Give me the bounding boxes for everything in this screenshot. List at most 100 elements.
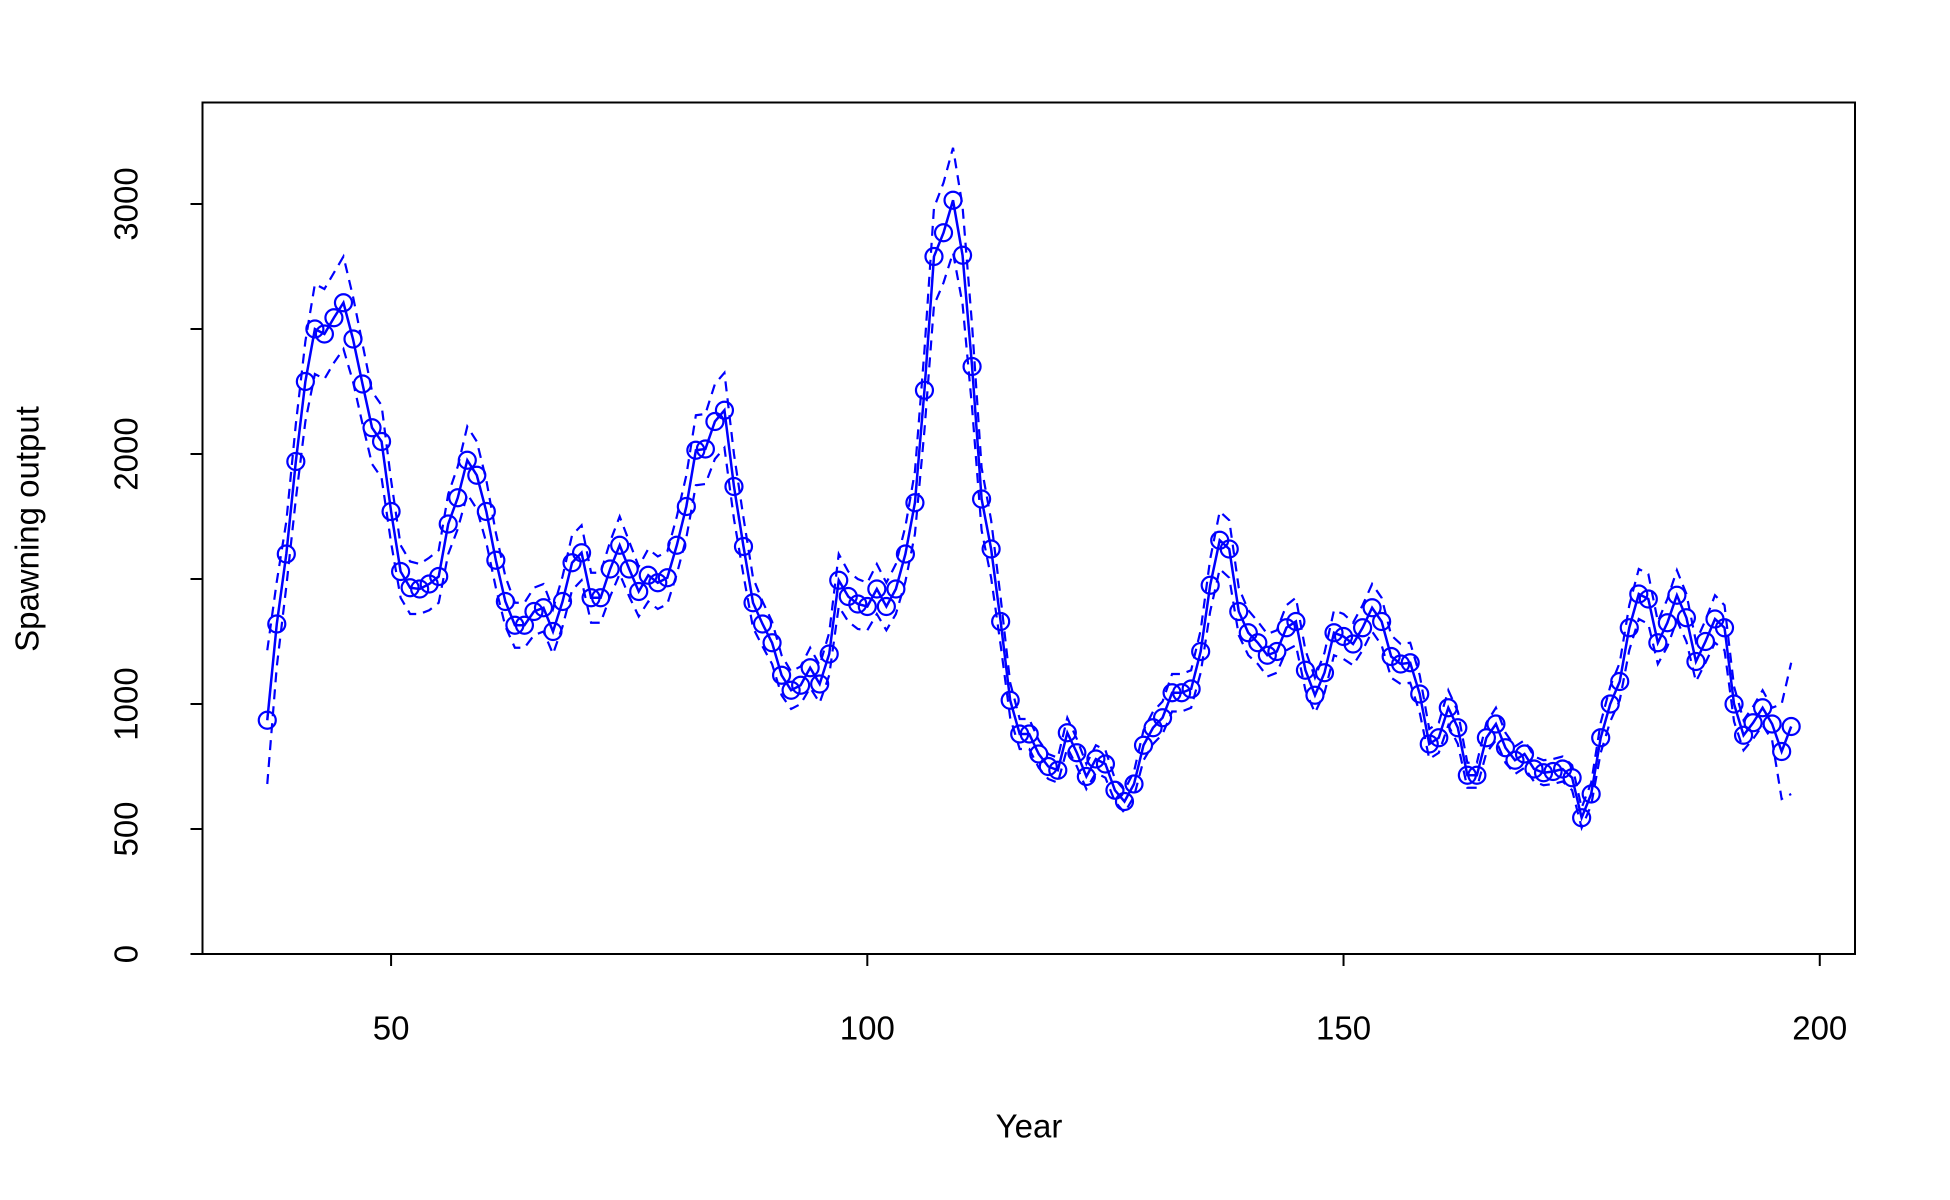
point: [1200, 575, 1220, 595]
point: [1362, 598, 1382, 618]
point: [1229, 601, 1249, 622]
y-tick-label: 3000: [108, 167, 145, 240]
point: [705, 411, 725, 432]
point: [686, 440, 706, 460]
point: [591, 588, 611, 608]
point: [771, 665, 792, 685]
point: [362, 418, 382, 438]
point: [371, 431, 392, 452]
point: [581, 588, 601, 608]
point: [914, 380, 935, 400]
point: [533, 598, 554, 618]
point: [257, 710, 277, 730]
point: [762, 633, 782, 653]
point: [1495, 738, 1516, 758]
point: [1533, 763, 1554, 783]
point: [1391, 654, 1411, 674]
point: [962, 356, 982, 377]
point: [276, 544, 296, 564]
point: [867, 579, 887, 599]
point: [791, 675, 811, 695]
y-tick-label: 0: [108, 945, 145, 963]
point: [667, 535, 687, 555]
point: [1152, 708, 1173, 728]
point: [343, 329, 363, 349]
point: [1781, 716, 1801, 737]
point: [1086, 749, 1106, 769]
point: [1438, 698, 1458, 718]
point: [905, 493, 925, 513]
point: [314, 324, 335, 344]
point: [819, 644, 839, 664]
point: [1410, 684, 1430, 704]
y-tick-label: 2000: [108, 417, 145, 490]
point: [1019, 724, 1039, 744]
point: [714, 400, 735, 420]
point: [514, 615, 535, 635]
point: [1257, 645, 1277, 665]
point: [1124, 774, 1144, 794]
point: [1486, 714, 1506, 734]
point: [1600, 694, 1620, 714]
point: [1000, 690, 1020, 710]
point: [438, 514, 458, 534]
point: [1343, 634, 1363, 654]
point: [1772, 741, 1792, 762]
point: [1743, 713, 1763, 733]
point: [1372, 611, 1392, 632]
point: [1076, 766, 1096, 787]
point: [1324, 623, 1344, 643]
point: [1657, 613, 1677, 633]
point: [1524, 759, 1544, 779]
point: [781, 680, 801, 700]
plot-frame: [201, 101, 1856, 955]
point: [267, 614, 287, 634]
point: [676, 496, 696, 517]
point: [1181, 679, 1201, 699]
point: [1505, 750, 1525, 770]
point: [1400, 653, 1420, 673]
point: [829, 570, 849, 590]
point: [552, 591, 573, 612]
point: [391, 561, 411, 582]
point: [1172, 683, 1192, 703]
point: [724, 476, 744, 497]
point: [324, 308, 344, 328]
point: [1514, 744, 1535, 764]
point: [1133, 735, 1154, 755]
point: [876, 596, 896, 617]
point: [1419, 734, 1439, 754]
point: [733, 536, 754, 557]
point: [295, 371, 315, 392]
point: [1467, 765, 1487, 785]
point: [1276, 618, 1296, 638]
point: [857, 596, 877, 617]
point: [305, 319, 325, 339]
x-tick-label: 150: [1316, 1010, 1371, 1047]
point: [1619, 618, 1639, 638]
point: [476, 501, 496, 522]
point: [1457, 765, 1477, 785]
x-tick-label: 200: [1792, 1010, 1847, 1047]
point: [1753, 698, 1773, 718]
y-axis-label: Spawning output: [9, 406, 46, 652]
point: [457, 450, 477, 470]
point: [810, 674, 830, 694]
point: [1686, 651, 1706, 672]
y-tick-label: 500: [108, 801, 145, 856]
point: [1238, 623, 1258, 643]
point: [1038, 756, 1058, 777]
point: [1095, 754, 1116, 774]
point: [952, 245, 973, 265]
point: [1629, 584, 1649, 604]
point: [1143, 718, 1163, 738]
point: [695, 439, 715, 459]
point: [1305, 685, 1325, 705]
point: [1067, 743, 1087, 763]
point: [1714, 618, 1735, 638]
point: [619, 559, 639, 579]
x-tick-label: 50: [373, 1010, 410, 1047]
point: [1648, 633, 1668, 653]
point: [743, 593, 763, 613]
